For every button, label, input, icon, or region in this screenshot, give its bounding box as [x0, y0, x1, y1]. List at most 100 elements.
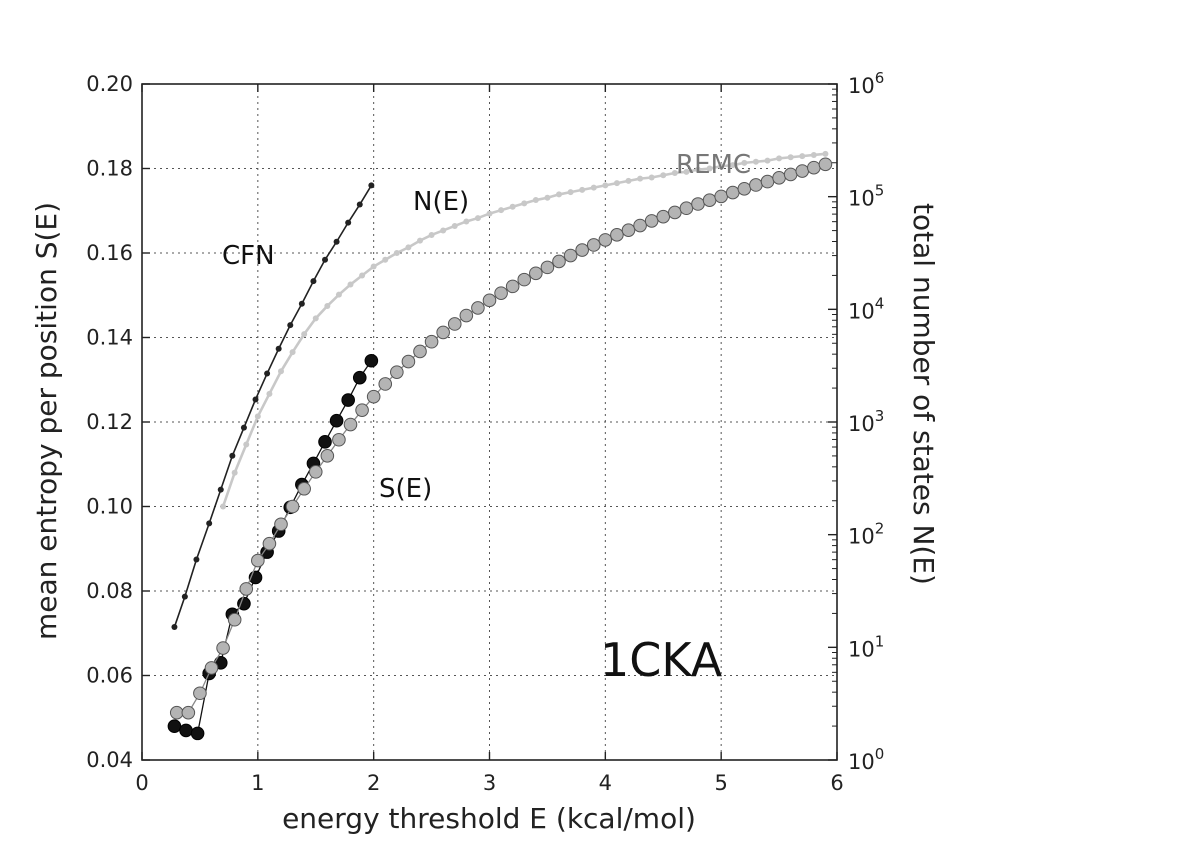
data-point-remc-se: [378, 377, 393, 391]
data-point-remc-se: [285, 499, 300, 514]
data-point-remc-se: [494, 286, 508, 300]
data-point-cfn-ne: [217, 486, 224, 493]
data-point-cfn-se: [190, 726, 205, 741]
y2-tick-label: 102: [848, 520, 884, 549]
tick-marks: [141, 83, 838, 761]
data-point-remc-se: [251, 553, 265, 568]
data-point-remc-ne: [683, 168, 690, 175]
data-point-remc-se: [702, 193, 717, 207]
tick-labels: 0 1 2 3 4 5 6 0.04 0.06 0.08 0.10 0.12 0.14 0.16 0.18 0…: [86, 69, 884, 795]
annotation-ne: N(E): [413, 187, 469, 217]
data-point-remc-se: [297, 481, 311, 496]
data-point-remc-se: [308, 465, 323, 479]
data-point-cfn-ne: [229, 452, 236, 459]
data-point-remc-ne: [544, 194, 551, 201]
data-point-remc-ne: [810, 151, 817, 158]
data-point-remc-ne: [532, 197, 539, 204]
data-point-remc-ne: [289, 349, 296, 356]
y-tick-label: 0.04: [86, 748, 133, 772]
data-point-remc-se: [818, 157, 833, 172]
data-point-remc-ne: [660, 172, 667, 179]
annotation-remc: REMC: [676, 150, 751, 180]
data-point-remc-ne: [521, 200, 528, 207]
annotation-cfn: CFN: [222, 241, 275, 271]
data-point-remc-ne: [278, 368, 284, 375]
data-point-remc-se: [563, 248, 578, 263]
data-point-remc-ne: [567, 189, 574, 196]
data-point-remc-ne: [602, 182, 609, 189]
data-point-remc-ne: [787, 154, 794, 161]
data-point-cfn-ne: [264, 370, 271, 377]
data-point-remc-se: [320, 449, 335, 463]
x-tick-label: 1: [251, 771, 264, 795]
data-point-remc-ne: [347, 281, 354, 288]
data-point-remc-ne: [799, 153, 806, 160]
data-point-cfn-ne: [368, 182, 375, 189]
y-tick-label: 0.08: [86, 579, 133, 603]
data-point-remc-se: [621, 223, 636, 237]
annotation-se: S(E): [379, 474, 432, 504]
data-point-remc-se: [216, 641, 230, 655]
x-tick-label: 6: [830, 771, 843, 795]
data-point-remc-se: [749, 178, 763, 192]
x-tick-label: 4: [599, 771, 612, 795]
data-point-remc-se: [355, 403, 369, 417]
data-point-remc-se: [714, 189, 728, 204]
data-point-remc-se: [552, 254, 566, 269]
data-point-cfn-ne: [287, 322, 294, 329]
data-point-remc-ne: [486, 210, 493, 217]
data-point-remc-ne: [451, 222, 458, 229]
data-point-remc-ne: [266, 390, 273, 397]
data-point-cfn-se: [318, 435, 332, 449]
data-point-cfn-ne: [171, 624, 178, 631]
data-point-remc-se: [343, 417, 358, 432]
data-point-remc-ne: [359, 272, 366, 279]
data-point-remc-se: [459, 308, 474, 323]
data-point-remc-se: [169, 705, 184, 720]
data-point-remc-se: [366, 389, 381, 404]
y2-tick-label: 100: [848, 745, 884, 774]
data-point-remc-se: [644, 214, 659, 228]
data-point-remc-se: [482, 293, 497, 308]
data-point-remc-ne: [637, 175, 644, 182]
data-point-remc-se: [413, 344, 427, 359]
x-tick-label: 2: [367, 771, 380, 795]
data-point-remc-ne: [335, 291, 342, 298]
data-point-remc-ne: [417, 237, 423, 244]
data-point-remc-se: [193, 686, 207, 701]
data-point-remc-se: [447, 317, 462, 331]
data-point-remc-ne: [822, 150, 829, 157]
data-point-remc-se: [505, 279, 520, 294]
y2-axis-label: total number of states N(E): [907, 203, 940, 585]
y-axis-label: mean entropy per position S(E): [30, 202, 63, 640]
data-point-cfn-ne: [275, 345, 282, 352]
data-point-remc-se: [227, 612, 242, 627]
y-tick-label: 0.16: [86, 241, 133, 265]
data-point-remc-se: [262, 536, 277, 551]
data-point-cfn-se: [341, 393, 355, 407]
data-point-remc-ne: [370, 263, 377, 270]
data-point-remc-se: [586, 238, 601, 252]
data-point-remc-ne: [695, 166, 701, 173]
data-point-remc-ne: [741, 159, 748, 166]
data-point-cfn-ne: [193, 556, 200, 563]
data-point-remc-se: [181, 705, 196, 720]
data-point-cfn-ne: [310, 278, 317, 285]
data-point-cfn-se: [352, 370, 367, 385]
data-point-remc-se: [772, 170, 786, 185]
data-point-cfn-se: [329, 413, 344, 428]
data-point-remc-ne: [671, 170, 678, 177]
data-point-remc-se: [274, 517, 288, 532]
y-tick-label: 0.14: [86, 326, 133, 350]
data-point-cfn-ne: [356, 201, 363, 208]
y2-tick-label: 106: [848, 69, 884, 98]
data-point-remc-se: [204, 661, 219, 675]
y-tick-label: 0.12: [86, 410, 133, 434]
data-point-cfn-se: [364, 353, 379, 368]
data-point-remc-se: [239, 582, 254, 596]
data-point-remc-ne: [428, 231, 435, 238]
data-point-remc-ne: [243, 441, 250, 448]
series-line-cfn-ne: [173, 184, 373, 628]
data-point-remc-ne: [509, 203, 516, 210]
data-point-remc-se: [783, 167, 798, 182]
